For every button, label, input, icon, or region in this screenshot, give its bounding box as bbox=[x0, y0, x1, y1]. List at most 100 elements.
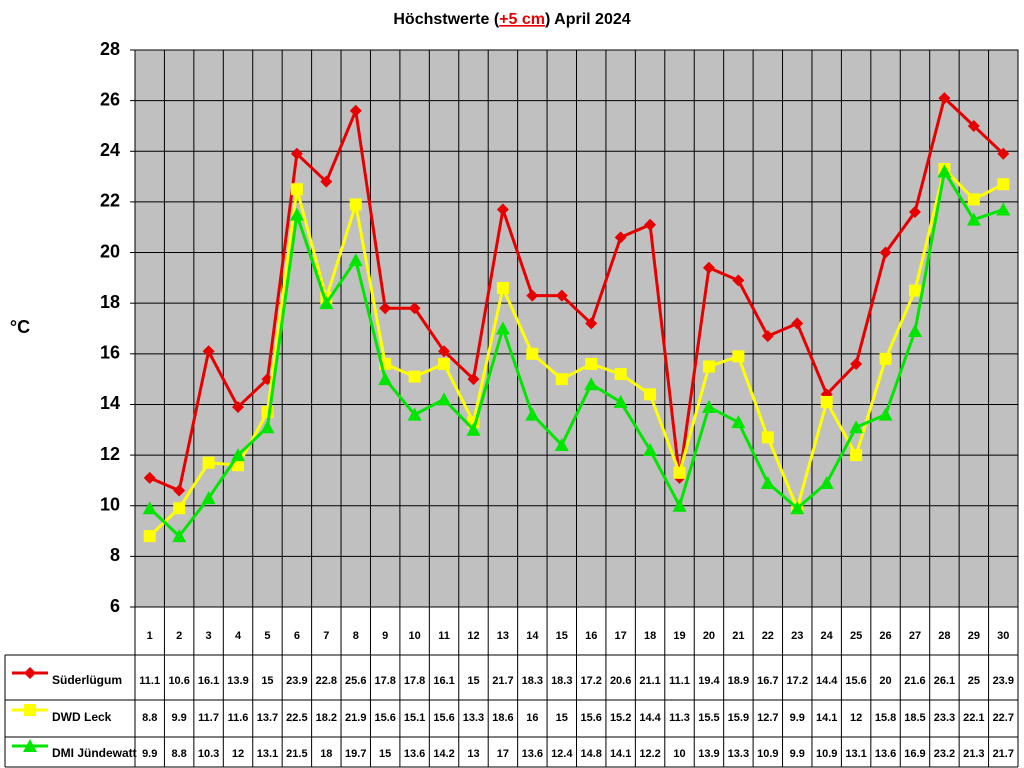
point bbox=[791, 317, 804, 330]
point bbox=[232, 459, 245, 472]
point bbox=[379, 302, 392, 315]
point bbox=[143, 471, 156, 484]
table-value: 11.7 bbox=[198, 712, 219, 724]
point bbox=[201, 491, 216, 505]
table-value: 17.2 bbox=[581, 675, 602, 687]
point bbox=[732, 274, 745, 287]
y-tick-label: 22 bbox=[100, 191, 120, 211]
x-tick-label: 2 bbox=[176, 630, 182, 642]
table-value: 15 bbox=[261, 675, 273, 687]
point bbox=[585, 317, 598, 330]
point bbox=[290, 183, 303, 196]
x-tick-label: 26 bbox=[879, 630, 891, 642]
point bbox=[761, 431, 774, 444]
x-tick-label: 21 bbox=[732, 630, 744, 642]
point bbox=[967, 119, 980, 132]
table-value: 13.3 bbox=[728, 748, 749, 760]
point bbox=[614, 368, 627, 381]
table-value: 9.9 bbox=[172, 712, 187, 724]
point bbox=[290, 147, 303, 160]
x-tick-label: 29 bbox=[968, 630, 980, 642]
point bbox=[496, 281, 509, 294]
point bbox=[407, 407, 422, 421]
x-tick-label: 18 bbox=[644, 630, 656, 642]
point bbox=[820, 395, 833, 408]
x-tick-label: 9 bbox=[382, 630, 388, 642]
table-value: 8.8 bbox=[172, 748, 187, 760]
y-axis-label: °C bbox=[10, 317, 30, 337]
point bbox=[349, 198, 362, 211]
x-tick-label: 24 bbox=[821, 630, 834, 642]
x-tick-label: 22 bbox=[762, 630, 774, 642]
table-value: 10 bbox=[673, 748, 685, 760]
point bbox=[584, 377, 599, 391]
point bbox=[526, 347, 539, 360]
table-value: 17.8 bbox=[374, 675, 395, 687]
point bbox=[819, 475, 834, 489]
table-value: 19.7 bbox=[345, 748, 366, 760]
x-tick-label: 27 bbox=[909, 630, 921, 642]
title-part: ) April 2024 bbox=[545, 11, 631, 28]
x-tick-label: 13 bbox=[497, 630, 509, 642]
y-tick-label: 10 bbox=[100, 494, 120, 514]
table-value: 15.8 bbox=[875, 712, 896, 724]
point bbox=[702, 261, 715, 274]
table-value: 13.1 bbox=[845, 748, 866, 760]
x-tick-label: 12 bbox=[467, 630, 479, 642]
table-value: 21.9 bbox=[345, 712, 366, 724]
y-tick-label: 18 bbox=[100, 292, 120, 312]
table-value: 18.3 bbox=[522, 675, 543, 687]
table-value: 9.9 bbox=[790, 712, 805, 724]
table-value: 18 bbox=[320, 748, 332, 760]
table-value: 22.7 bbox=[993, 712, 1014, 724]
point bbox=[907, 324, 922, 338]
point bbox=[202, 456, 215, 469]
point bbox=[643, 443, 658, 457]
point bbox=[760, 475, 775, 489]
point bbox=[702, 360, 715, 373]
point bbox=[554, 437, 569, 451]
point bbox=[644, 218, 657, 231]
y-tick-label: 28 bbox=[100, 39, 120, 59]
table-value: 10.9 bbox=[816, 748, 837, 760]
x-tick-label: 1 bbox=[147, 630, 153, 642]
x-tick-label: 5 bbox=[264, 630, 270, 642]
point bbox=[289, 207, 304, 221]
table-value: 16.7 bbox=[757, 675, 778, 687]
point bbox=[467, 373, 480, 386]
y-tick-label: 26 bbox=[100, 89, 120, 109]
table-value: 18.2 bbox=[316, 712, 337, 724]
point bbox=[966, 212, 981, 226]
point bbox=[466, 422, 481, 436]
x-tick-label: 15 bbox=[556, 630, 568, 642]
point bbox=[232, 400, 245, 413]
table-value: 12.2 bbox=[639, 748, 660, 760]
point bbox=[173, 484, 186, 497]
y-tick-label: 14 bbox=[100, 393, 120, 413]
point bbox=[438, 345, 451, 358]
x-tick-label: 10 bbox=[408, 630, 420, 642]
y-tick-label: 6 bbox=[110, 596, 120, 616]
x-tick-label: 14 bbox=[526, 630, 539, 642]
table-value: 15 bbox=[379, 748, 391, 760]
table-value: 15.2 bbox=[610, 712, 631, 724]
point bbox=[967, 193, 980, 206]
table-value: 19.4 bbox=[698, 675, 720, 687]
y-tick-label: 12 bbox=[100, 444, 120, 464]
point bbox=[202, 345, 215, 358]
table-value: 21.7 bbox=[492, 675, 513, 687]
x-tick-label: 16 bbox=[585, 630, 597, 642]
point bbox=[378, 372, 393, 386]
point bbox=[319, 296, 334, 310]
table-value: 23.9 bbox=[993, 675, 1014, 687]
table-value: 16.1 bbox=[433, 675, 454, 687]
point bbox=[496, 203, 509, 216]
point bbox=[908, 206, 921, 219]
table-value: 14.8 bbox=[581, 748, 602, 760]
point bbox=[585, 357, 598, 370]
legend-marker bbox=[24, 704, 36, 716]
x-tick-label: 7 bbox=[323, 630, 329, 642]
point bbox=[555, 289, 568, 302]
point bbox=[142, 501, 157, 515]
